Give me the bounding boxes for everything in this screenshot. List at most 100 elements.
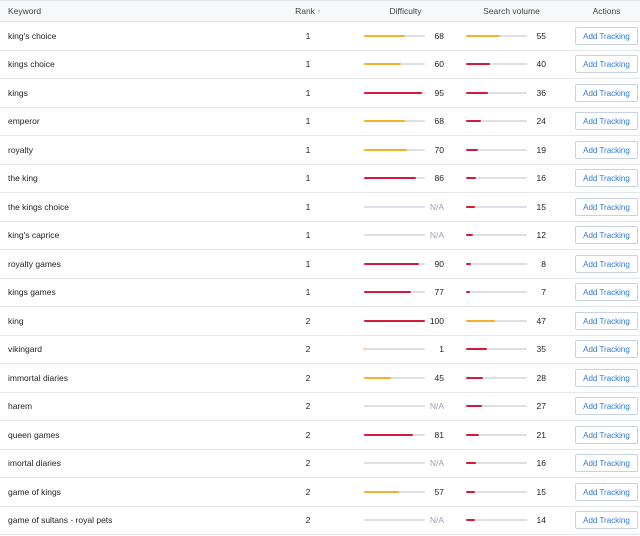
search-volume-meter: 24 <box>458 116 565 126</box>
add-tracking-button[interactable]: Add Tracking <box>575 454 638 473</box>
search-volume-cell: 8 <box>458 249 565 279</box>
keyword-cell: immortal diaries <box>0 363 263 393</box>
table-header: Keyword Rank ↑ Difficulty Search volume A… <box>0 0 640 22</box>
search-volume-meter: 12 <box>458 230 565 240</box>
rank-cell: 1 <box>263 278 353 307</box>
search-volume-bar <box>466 34 527 37</box>
difficulty-cell: 1 <box>353 335 458 364</box>
table-row: kings choice 1 60 40 Add Tracking <box>0 50 640 79</box>
column-header-rank[interactable]: Rank ↑ <box>263 0 353 22</box>
search-volume-meter: 19 <box>458 145 565 155</box>
difficulty-meter: 1 <box>353 344 458 354</box>
add-tracking-button[interactable]: Add Tracking <box>575 169 638 188</box>
search-volume-cell: 15 <box>458 192 565 222</box>
add-tracking-button[interactable]: Add Tracking <box>575 340 638 359</box>
search-volume-bar-fill <box>466 63 491 66</box>
sort-ascending-icon[interactable]: ↑ <box>316 7 321 16</box>
difficulty-cell: 77 <box>353 278 458 307</box>
search-volume-bar <box>466 205 527 208</box>
add-tracking-button[interactable]: Add Tracking <box>575 482 638 501</box>
search-volume-bar-fill <box>466 519 475 522</box>
difficulty-bar-fill <box>364 63 401 66</box>
search-volume-value: 35 <box>536 344 546 355</box>
difficulty-bar-fill <box>364 262 419 265</box>
search-volume-bar <box>466 148 527 151</box>
add-tracking-button[interactable]: Add Tracking <box>575 26 638 45</box>
search-volume-bar <box>466 120 527 123</box>
search-volume-cell: 21 <box>458 420 565 450</box>
search-volume-meter: 16 <box>458 458 565 468</box>
keyword-cell: kings choice <box>0 50 263 79</box>
add-tracking-button[interactable]: Add Tracking <box>575 311 638 330</box>
search-volume-value: 36 <box>536 87 546 98</box>
search-volume-cell: 7 <box>458 278 565 307</box>
add-tracking-button[interactable]: Add Tracking <box>575 226 638 245</box>
difficulty-cell: 100 <box>353 306 458 336</box>
keyword-cell: king's caprice <box>0 221 263 250</box>
difficulty-bar <box>364 490 425 493</box>
search-volume-cell: 12 <box>458 221 565 250</box>
difficulty-cell: N/A <box>353 221 458 250</box>
table-row: royalty games 1 90 8 Add Tracking <box>0 249 640 279</box>
difficulty-bar <box>364 34 425 37</box>
add-tracking-button[interactable]: Add Tracking <box>575 425 638 444</box>
add-tracking-button[interactable]: Add Tracking <box>575 397 638 416</box>
column-header-keyword[interactable]: Keyword <box>0 0 263 22</box>
add-tracking-button[interactable]: Add Tracking <box>575 511 638 530</box>
search-volume-bar-fill <box>466 262 471 265</box>
search-volume-bar-fill <box>466 291 471 294</box>
difficulty-value: 100 <box>429 315 444 326</box>
search-volume-bar <box>466 462 527 465</box>
search-volume-value: 12 <box>536 230 546 241</box>
search-volume-bar-fill <box>466 91 488 94</box>
actions-cell: Add Tracking <box>565 50 640 79</box>
table-row: king's caprice 1 N/A 12 Add Tracking <box>0 221 640 250</box>
add-tracking-button[interactable]: Add Tracking <box>575 283 638 302</box>
keyword-cell: king's choice <box>0 21 263 51</box>
rank-cell: 1 <box>263 164 353 193</box>
actions-cell: Add Tracking <box>565 192 640 222</box>
actions-cell: Add Tracking <box>565 107 640 136</box>
search-volume-meter: 7 <box>458 287 565 297</box>
search-volume-meter: 21 <box>458 430 565 440</box>
search-volume-bar <box>466 91 527 94</box>
rank-cell: 1 <box>263 135 353 165</box>
difficulty-bar <box>364 148 425 151</box>
search-volume-meter: 28 <box>458 373 565 383</box>
difficulty-bar <box>364 519 425 522</box>
difficulty-bar <box>364 63 425 66</box>
column-header-difficulty[interactable]: Difficulty <box>353 0 458 22</box>
search-volume-value: 16 <box>536 458 546 469</box>
search-volume-bar <box>466 405 527 408</box>
add-tracking-button[interactable]: Add Tracking <box>575 112 638 131</box>
difficulty-meter: 77 <box>353 287 458 297</box>
keyword-cell: royalty <box>0 135 263 165</box>
rank-cell: 2 <box>263 449 353 478</box>
difficulty-bar-fill <box>364 177 417 180</box>
difficulty-meter: 95 <box>353 88 458 98</box>
search-volume-bar-fill <box>466 490 476 493</box>
difficulty-bar <box>364 433 425 436</box>
search-volume-bar-fill <box>466 433 479 436</box>
difficulty-value: 95 <box>434 87 444 98</box>
column-header-search-volume[interactable]: Search volume <box>458 0 565 22</box>
add-tracking-button[interactable]: Add Tracking <box>575 83 638 102</box>
table-row: kings games 1 77 7 Add Tracking <box>0 278 640 307</box>
search-volume-bar-fill <box>466 319 495 322</box>
search-volume-bar <box>466 234 527 237</box>
search-volume-meter: 8 <box>458 259 565 269</box>
add-tracking-button[interactable]: Add Tracking <box>575 197 638 216</box>
add-tracking-button[interactable]: Add Tracking <box>575 140 638 159</box>
difficulty-meter: N/A <box>353 230 458 240</box>
table-row: emperor 1 68 24 Add Tracking <box>0 107 640 136</box>
difficulty-meter: 68 <box>353 116 458 126</box>
actions-cell: Add Tracking <box>565 449 640 478</box>
actions-cell: Add Tracking <box>565 335 640 364</box>
add-tracking-button[interactable]: Add Tracking <box>575 368 638 387</box>
add-tracking-button[interactable]: Add Tracking <box>575 254 638 273</box>
keyword-cell: imortal diaries <box>0 449 263 478</box>
difficulty-cell: 68 <box>353 21 458 51</box>
add-tracking-button[interactable]: Add Tracking <box>575 55 638 74</box>
difficulty-meter: 68 <box>353 31 458 41</box>
